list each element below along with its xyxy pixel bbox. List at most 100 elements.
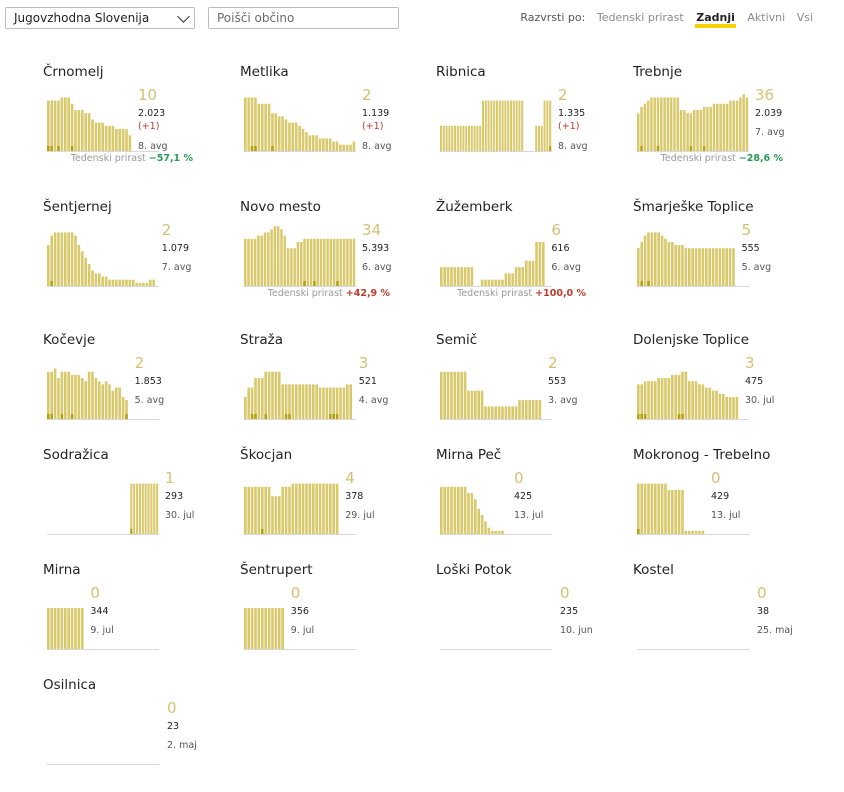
sparkline-new-case-mark <box>57 146 60 151</box>
sparkline-bar <box>253 238 257 286</box>
sparkline-bar <box>498 100 501 151</box>
active-cases: 10 <box>138 86 158 104</box>
sparkline-bar <box>84 257 87 286</box>
sparkline-bar <box>484 279 487 286</box>
sparkline-bar <box>701 384 705 419</box>
municipality-card[interactable]: Šmarješke Toplice 5 555 5. avg <box>633 199 813 314</box>
sparkline-bar <box>281 384 284 419</box>
sparkline-bar <box>138 483 141 534</box>
sparkline-bar <box>81 110 84 151</box>
sparkline-bar <box>719 103 722 151</box>
sparkline-bar <box>667 378 671 419</box>
sparkline-bar <box>346 384 349 419</box>
municipality-card[interactable]: Mokronog - Trebelno 0 429 13. jul <box>633 447 813 562</box>
municipality-card[interactable]: Mirna 0 344 9. jul <box>43 562 223 677</box>
municipality-name: Loški Potok <box>436 562 512 578</box>
sparkline-bar <box>247 97 250 151</box>
sparkline-bar <box>445 125 448 151</box>
active-cases: 6 <box>551 221 561 239</box>
sparkline-new-case-mark <box>640 414 643 419</box>
active-cases: 2 <box>134 354 145 372</box>
sparkline-bar <box>708 387 711 419</box>
municipality-name: Mokronog - Trebelno <box>633 447 771 463</box>
municipality-card[interactable]: Šentjernej 2 1.079 7. avg <box>43 199 223 314</box>
total-cases: 1.335 <box>558 108 586 119</box>
sparkline-bar <box>267 608 271 649</box>
sparkline-bar <box>130 483 133 534</box>
sparkline-bar <box>322 138 325 151</box>
sparkline-bar <box>318 483 322 534</box>
sparkline-bar <box>332 238 336 286</box>
municipality-card[interactable]: Novo mesto 34 5.393 6. avg Tedenski prirast +… <box>240 199 420 314</box>
sparkline-bar <box>295 384 298 419</box>
municipality-card[interactable]: Dolenjske Toplice 3 475 30. jul <box>633 332 813 447</box>
sparkline-bar <box>446 371 450 419</box>
municipality-card[interactable]: Straža 3 521 4. avg <box>240 332 420 447</box>
sparkline-bar <box>53 100 57 151</box>
municipality-card[interactable]: Ribnica 2 1.335 (+1) 8. avg <box>436 64 616 179</box>
sparkline-bar <box>81 378 84 419</box>
sparkline-bar <box>267 371 271 419</box>
municipality-card[interactable]: Semič 2 553 3. avg <box>436 332 616 447</box>
daily-change: (+1) <box>362 121 384 132</box>
region-select[interactable]: Jugovzhodna Slovenija <box>5 7 195 29</box>
sparkline-bar <box>535 400 538 419</box>
sparkline-bar <box>244 608 247 649</box>
search-input[interactable] <box>208 7 399 29</box>
sparkline-bar <box>329 483 332 534</box>
municipality-card[interactable]: Metlika 2 1.139 (+1) 8. avg <box>240 64 420 179</box>
municipality-card[interactable]: Kostel 0 38 25. maj <box>633 562 813 677</box>
sparkline-bar <box>718 248 722 286</box>
sparkline-bar <box>284 486 288 534</box>
municipality-card[interactable]: Kočevje 2 1.853 5. avg <box>43 332 223 447</box>
sort-option-active[interactable]: Aktivni <box>747 11 786 24</box>
municipality-card[interactable]: Žužemberk 6 616 6. avg Tedenski prirast +100,… <box>436 199 616 314</box>
sparkline-bar <box>725 248 728 286</box>
sparkline-bar <box>290 248 293 286</box>
sparkline-bar <box>313 238 316 286</box>
sparkline-bar <box>640 106 643 151</box>
sparkline-bar <box>497 406 501 419</box>
municipality-card[interactable]: Črnomelj 10 2.023 (+1) 8. avg Tedenski priras… <box>43 64 223 179</box>
sort-option-all[interactable]: Vsi <box>796 11 813 24</box>
sparkline-bar <box>470 390 474 419</box>
sparkline-bar <box>528 260 531 286</box>
municipality-card[interactable]: Osilnica 0 23 2. maj <box>43 677 223 792</box>
sparkline-bar <box>640 384 643 419</box>
sparkline-bar <box>270 229 273 286</box>
sparkline-bar <box>50 235 53 286</box>
sparkline-bar <box>701 530 705 534</box>
sparkline-bar <box>508 406 511 419</box>
municipality-card[interactable]: Mirna Peč 0 425 13. jul <box>436 447 616 562</box>
sparkline-bar <box>691 530 694 534</box>
sparkline-bar <box>244 238 247 286</box>
sparkline-bar <box>699 110 703 151</box>
total-cases: 555 <box>741 243 760 254</box>
total-cases: 475 <box>745 376 764 387</box>
sparkline-bar <box>318 138 322 151</box>
sparkline-bar <box>459 125 462 151</box>
sparkline-bar <box>325 483 329 534</box>
sort-option-latest[interactable]: Zadnji <box>695 11 736 28</box>
sparkline-bar <box>64 232 67 286</box>
municipality-card[interactable]: Šentrupert 0 356 9. jul <box>240 562 420 677</box>
municipality-name: Metlika <box>240 64 289 80</box>
sort-option-weekly-growth[interactable]: Tedenski prirast <box>596 11 684 24</box>
sparkline-chart <box>440 371 552 420</box>
sparkline-bar <box>271 608 274 649</box>
sparkline-bar <box>660 378 664 419</box>
sparkline-bar <box>653 97 656 151</box>
sparkline-bar <box>74 608 77 649</box>
sparkline-bar <box>504 273 508 286</box>
sparkline-bar <box>440 125 442 151</box>
sparkline-bar <box>274 371 278 419</box>
sparkline-new-case-mark <box>130 529 133 534</box>
sparkline-bar <box>701 248 705 286</box>
municipality-card[interactable]: Škocjan 4 378 29. jul <box>240 447 420 562</box>
sparkline-bar <box>291 384 295 419</box>
municipality-card[interactable]: Loški Potok 0 235 10. jun <box>436 562 616 677</box>
municipality-card[interactable]: Sodražica 1 293 30. jul <box>43 447 223 562</box>
municipality-card[interactable]: Trebnje 36 2.039 7. avg Tedenski prirast −28,… <box>633 64 813 179</box>
sparkline-bar <box>261 608 264 649</box>
total-cases: 23 <box>167 721 180 732</box>
